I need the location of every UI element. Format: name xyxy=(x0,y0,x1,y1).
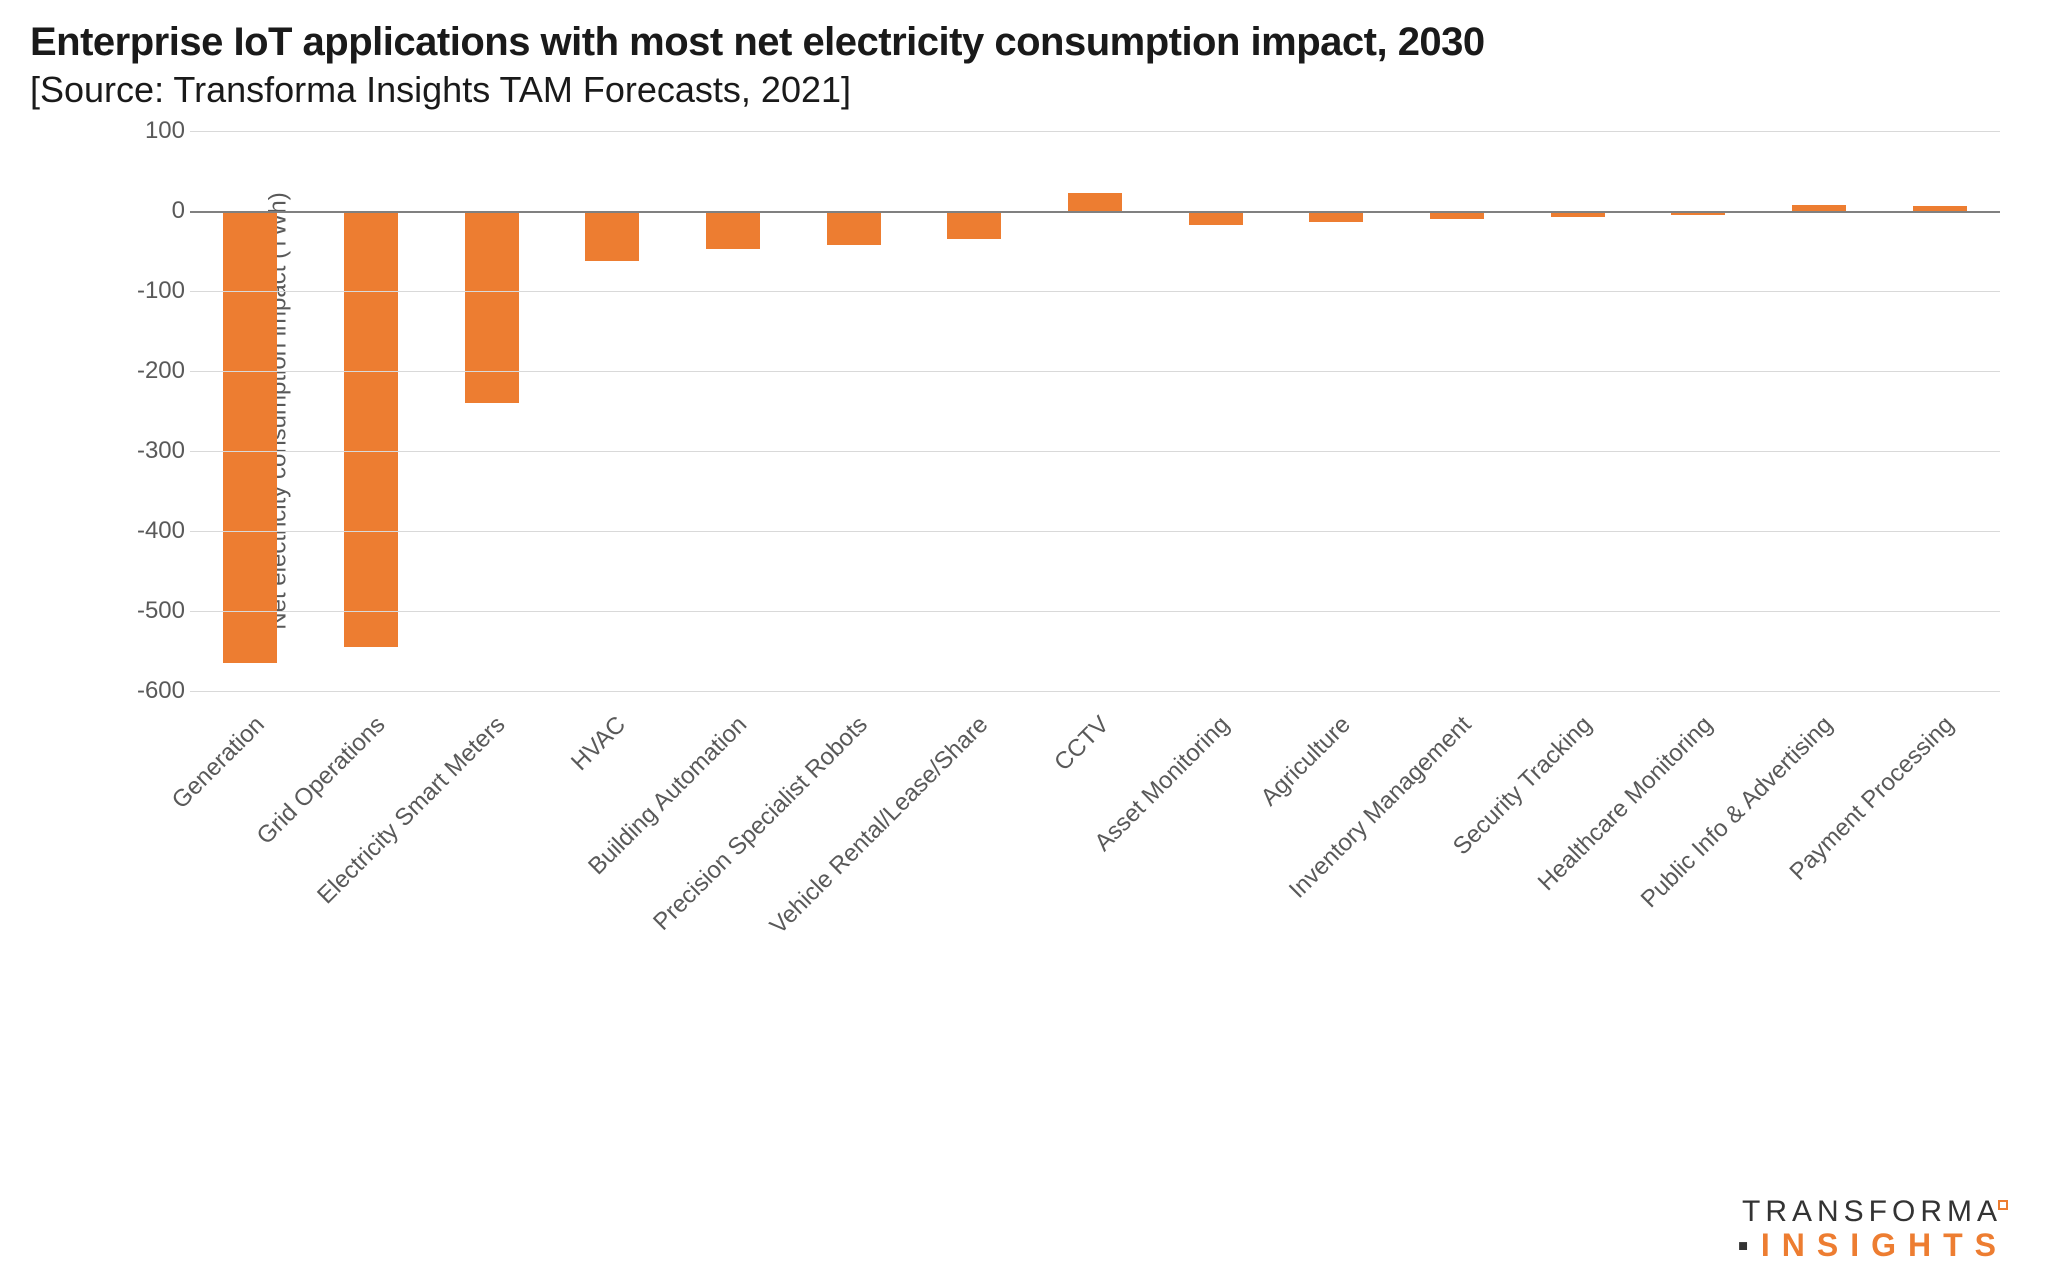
chart-title: Enterprise IoT applications with most ne… xyxy=(30,20,2018,65)
gridline xyxy=(190,371,2000,372)
gridline xyxy=(190,291,2000,292)
bar-slot xyxy=(1638,131,1759,691)
x-tick-label: Precision Specialist Robots xyxy=(648,711,873,936)
gridline xyxy=(190,611,2000,612)
x-tick-label: CCTV xyxy=(1049,711,1115,777)
bar-slot xyxy=(1517,131,1638,691)
y-tick-label: -600 xyxy=(120,677,185,705)
bar xyxy=(1068,193,1122,211)
logo-bottom-text: ▪INSIGHTS xyxy=(1738,1228,2008,1263)
bar-slot xyxy=(1276,131,1397,691)
bar xyxy=(1309,211,1363,222)
bar-slot xyxy=(190,131,311,691)
bar xyxy=(585,211,639,261)
logo: TRANSFORMA ▪INSIGHTS xyxy=(1738,1195,2008,1263)
bar-slot xyxy=(1035,131,1156,691)
x-tick-label: HVAC xyxy=(566,711,632,777)
bar-slot xyxy=(1155,131,1276,691)
bar xyxy=(1189,211,1243,225)
x-tick-label: Grid Operations xyxy=(251,711,391,851)
bar-slot xyxy=(431,131,552,691)
x-tick-label: Vehicle Rental/Lease/Share xyxy=(765,711,994,940)
y-tick-label: -300 xyxy=(120,437,185,465)
plot-area: GenerationGrid OperationsElectricity Sma… xyxy=(130,131,2000,691)
bar xyxy=(827,211,881,245)
y-tick-label: 100 xyxy=(120,117,185,145)
bar xyxy=(947,211,1001,239)
x-tick-label: Agriculture xyxy=(1255,711,1356,812)
y-tick-label: 0 xyxy=(120,197,185,225)
bar xyxy=(344,211,398,647)
gridline xyxy=(190,531,2000,532)
bar-slot xyxy=(311,131,432,691)
chart-subtitle: [Source: Transforma Insights TAM Forecas… xyxy=(30,69,2018,111)
x-tick-label: Generation xyxy=(166,711,270,815)
gridline xyxy=(190,131,2000,132)
y-tick-label: -100 xyxy=(120,277,185,305)
gridline xyxy=(190,691,2000,692)
y-tick-label: -400 xyxy=(120,517,185,545)
bar-slot xyxy=(914,131,1035,691)
bar-slot xyxy=(1759,131,1880,691)
bar-slot xyxy=(673,131,794,691)
bar-slot xyxy=(552,131,673,691)
bar-slot xyxy=(1879,131,2000,691)
chart-container: Net electricity consumption impact (TWh)… xyxy=(130,131,2018,691)
bar-slot xyxy=(1397,131,1518,691)
gridline xyxy=(190,451,2000,452)
zero-line xyxy=(190,211,2000,213)
bar xyxy=(223,211,277,663)
bar xyxy=(465,211,519,403)
logo-top-text: TRANSFORMA xyxy=(1738,1195,2008,1228)
bar-slot xyxy=(793,131,914,691)
bars-group xyxy=(190,131,2000,691)
bar xyxy=(706,211,760,249)
y-tick-label: -500 xyxy=(120,597,185,625)
y-tick-label: -200 xyxy=(120,357,185,385)
